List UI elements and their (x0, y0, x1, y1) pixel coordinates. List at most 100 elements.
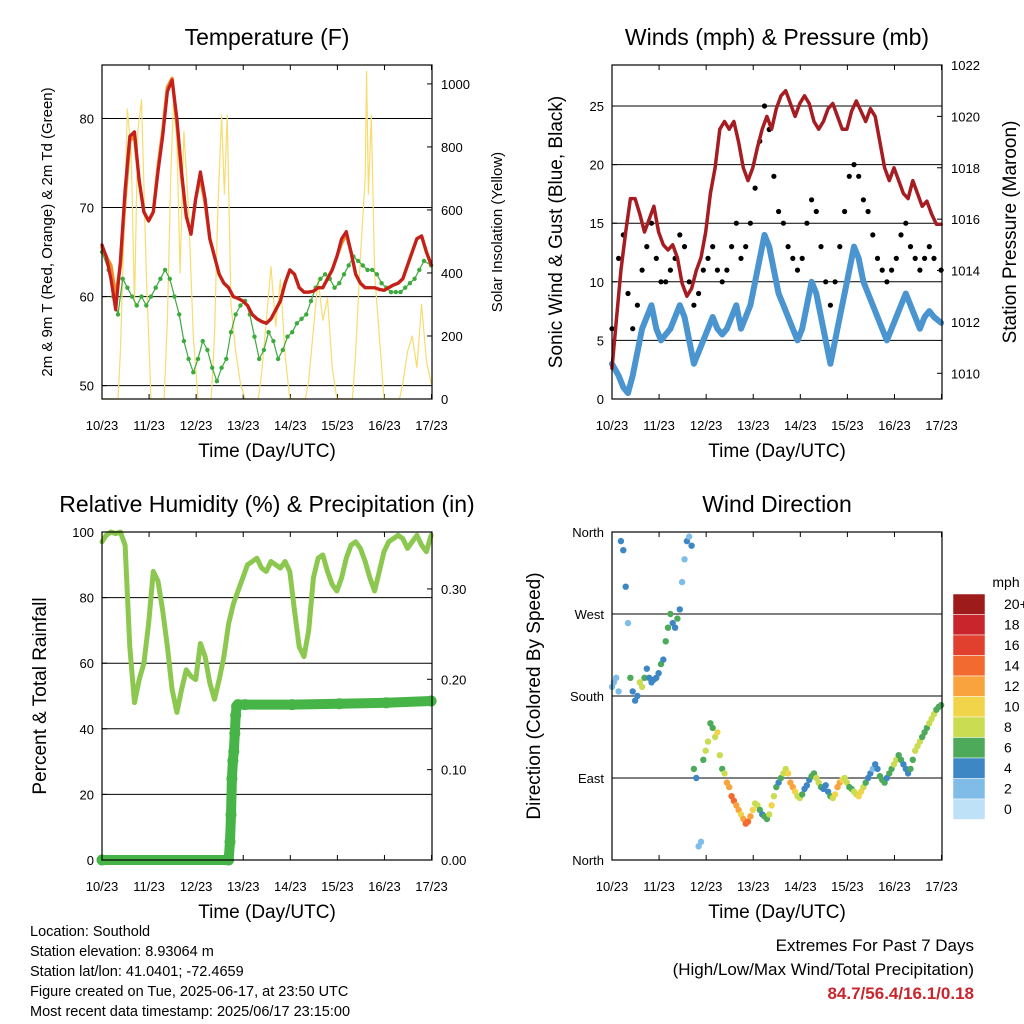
gust-point (846, 173, 852, 179)
x-tick-label: 15/23 (321, 879, 354, 894)
rh-series (99, 529, 434, 715)
precip-point (225, 809, 237, 821)
plot-frame (611, 64, 943, 400)
gust-point (813, 208, 819, 215)
chart-title: Winds (mph) & Pressure (mb) (625, 24, 929, 50)
gust-point (743, 244, 749, 250)
gust-point (856, 173, 862, 179)
figure-created: Figure created on Tue, 2025-06-17, at 23… (30, 984, 349, 1000)
gust-point (785, 244, 791, 250)
direction-point (909, 756, 916, 763)
gust-point (889, 267, 895, 273)
gust-point (865, 208, 871, 215)
y2-tick-label: 1016 (951, 212, 980, 227)
gust-point (686, 279, 692, 285)
direction-point (697, 838, 705, 845)
direction-point (874, 765, 881, 773)
gust-point (898, 232, 904, 238)
direction-point (620, 547, 627, 554)
precip-point (230, 709, 242, 721)
y2-tick-label: 1020 (951, 109, 980, 124)
rh-precip-chart: 0 20 40 60 80 100 0.00 0.10 0.20 0.30 10/23 11/23 12… (30, 491, 475, 923)
y2-axis-label: Station Pressure (Maroon) (1000, 121, 1021, 344)
legend-label: 14 (1004, 658, 1020, 674)
precip-point (380, 697, 392, 709)
gust-point (931, 255, 937, 261)
gust-point (799, 255, 805, 261)
legend-label: 6 (1004, 740, 1012, 756)
pressure-series (610, 88, 943, 370)
legend-swatch (952, 696, 986, 718)
legend-swatch (952, 655, 986, 677)
direction-point (690, 765, 698, 773)
gust-point (616, 255, 622, 261)
gust-point (903, 220, 909, 226)
gust-point (884, 279, 890, 285)
y-axis-label: Percent & Total Rainfall (30, 597, 51, 794)
direction-point (704, 738, 712, 745)
gust-point (648, 220, 655, 226)
direction-point (702, 747, 709, 754)
y2-tick-label: 400 (441, 266, 463, 281)
x-tick-label: 12/23 (180, 879, 213, 894)
x-tick-label: 10/23 (596, 879, 629, 894)
gust-point (634, 302, 641, 308)
x-tick-label: 11/23 (133, 418, 165, 433)
x-tick-label: 14/23 (784, 418, 817, 433)
x-tick-label: 12/23 (180, 418, 213, 433)
legend-label: 20+ (1004, 596, 1024, 612)
dewpoint-series (101, 251, 432, 382)
y-axis-label: Direction (Colored By Speed) (524, 572, 545, 819)
extremes-values: 84.7/56.4/16.1/0.18 (827, 984, 974, 1003)
x-tick-label: 16/23 (368, 418, 401, 433)
legend-swatch (952, 778, 986, 800)
plot-frame (101, 64, 433, 400)
direction-point (747, 813, 754, 820)
gust-point (761, 103, 768, 109)
gust-point (832, 279, 838, 285)
y-tick-label: East (578, 771, 604, 786)
legend-swatch (952, 675, 986, 697)
extremes-subtitle: (High/Low/Max Wind/Total Precipitation) (672, 960, 974, 979)
precip-series (97, 696, 437, 865)
x-tick-label: 10/23 (86, 418, 119, 433)
y-tick-label: 20 (80, 787, 94, 802)
x-tick-label: 14/23 (784, 879, 817, 894)
y-tick-label: 40 (80, 722, 94, 737)
precip-point (286, 699, 298, 711)
y-tick-label: 25 (590, 99, 604, 114)
direction-point (681, 556, 688, 563)
station-elevation: Station elevation: 8.93064 m (30, 944, 214, 960)
direction-point (674, 615, 681, 622)
direction-point (907, 765, 914, 773)
x-tick-label: 15/23 (321, 418, 354, 433)
gust-point (714, 267, 721, 273)
direction-point (638, 683, 646, 691)
gust-point (823, 279, 829, 285)
gust-point (818, 244, 824, 250)
station-latlon: Station lat/lon: 41.0401; -72.4659 (30, 964, 244, 980)
gust-point (705, 255, 711, 261)
y-tick-label: 60 (80, 656, 94, 671)
gust-point (879, 267, 885, 273)
direction-point (643, 665, 650, 672)
direction-point (714, 729, 721, 736)
legend-swatch (952, 614, 986, 636)
gust-point (696, 290, 702, 297)
gust-point (837, 244, 843, 250)
direction-point (671, 624, 679, 631)
y-axis-label: Sonic Wind & Gust (Blue, Black) (546, 96, 567, 368)
y-tick-label: 80 (80, 111, 94, 126)
precip-point (224, 836, 236, 848)
temp-9m-series (100, 76, 433, 326)
legend-swatch (952, 593, 986, 615)
direction-point (678, 578, 686, 586)
x-axis-label: Time (Day/UTC) (198, 441, 336, 462)
y-axis-label: 2m & 9m T (Red, Orange) & 2m Td (Green) (39, 87, 56, 376)
y-tick-label: North (572, 853, 604, 868)
y-tick-label: 20 (590, 158, 604, 173)
x-tick-label: 11/23 (643, 879, 675, 894)
legend-label: 18 (1004, 617, 1020, 633)
plot-frame (101, 531, 433, 861)
